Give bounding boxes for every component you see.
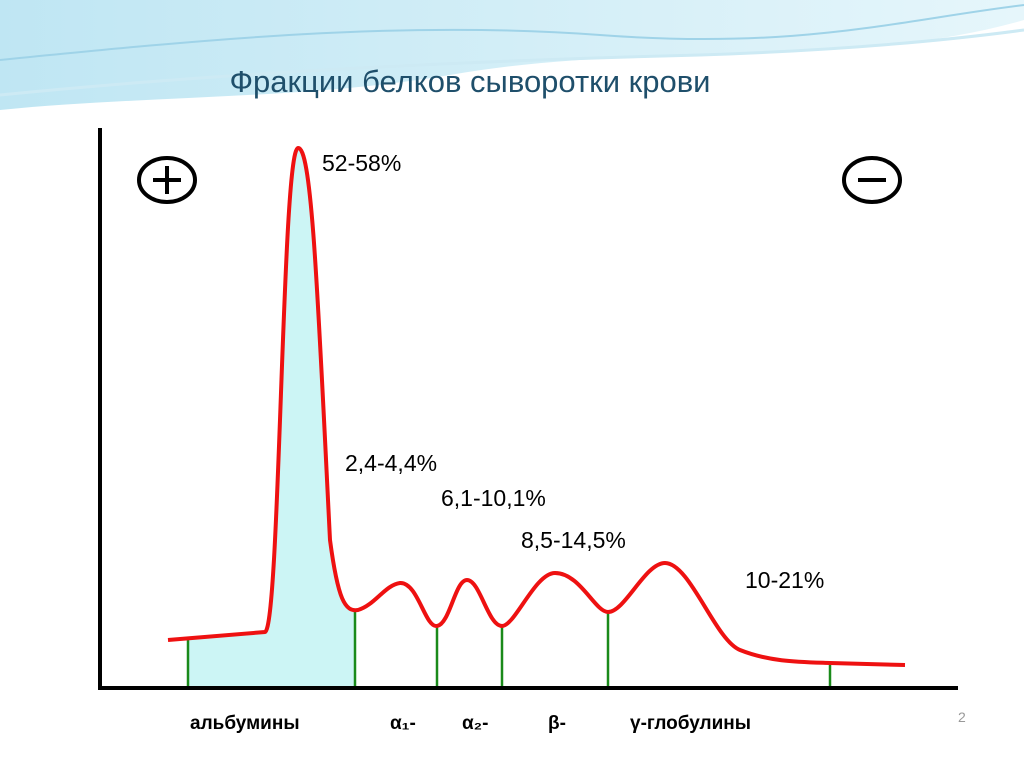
fraction-label: γ-глобулины	[630, 713, 751, 734]
fraction-label: альбумины	[190, 713, 300, 734]
percentage-label: 10-21%	[745, 567, 824, 593]
background-wave	[0, 0, 1024, 110]
fraction-label: α₂-	[462, 713, 488, 734]
slide-number: 2	[958, 709, 966, 725]
axes	[98, 128, 958, 690]
percentage-label: 2,4-4,4%	[345, 450, 437, 476]
cathode-sign	[842, 156, 902, 204]
anode-sign	[137, 156, 197, 204]
percentage-label: 8,5-14,5%	[521, 527, 626, 553]
electrophoresis-curve	[167, 146, 906, 667]
fraction-label: β-	[548, 713, 566, 734]
percentage-label: 6,1-10,1%	[441, 485, 546, 511]
percentage-label: 52-58%	[322, 150, 401, 176]
fraction-areas	[188, 148, 905, 688]
slide-title: Фракции белков сыворотки крови	[229, 64, 710, 99]
fraction-dividers	[186, 611, 832, 688]
fraction-label: α₁-	[390, 713, 416, 734]
